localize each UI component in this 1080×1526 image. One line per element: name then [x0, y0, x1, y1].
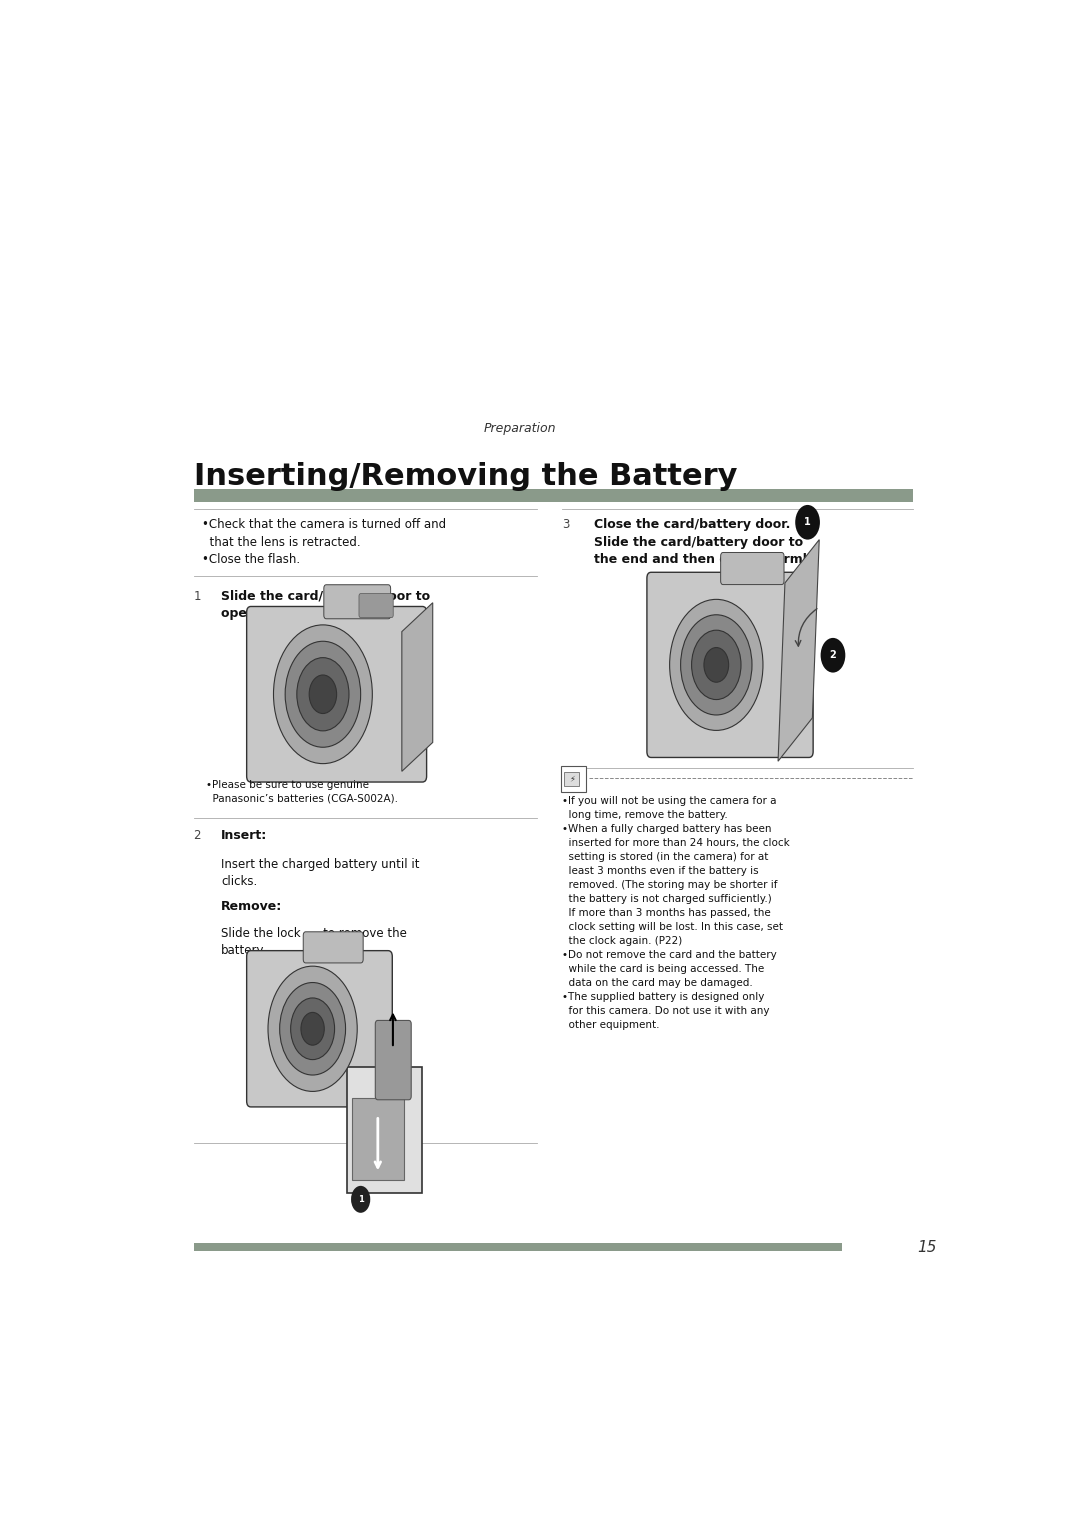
Text: ⚡: ⚡ — [569, 774, 575, 783]
Text: Preparation: Preparation — [484, 421, 556, 435]
FancyBboxPatch shape — [561, 766, 586, 792]
Circle shape — [301, 1012, 324, 1045]
Text: •Please be sure to use genuine
  Panasonic’s batteries (CGA-S002A).: •Please be sure to use genuine Panasonic… — [206, 780, 399, 803]
FancyBboxPatch shape — [720, 552, 784, 584]
Text: Remove:: Remove: — [221, 900, 283, 913]
Text: 3: 3 — [562, 517, 569, 531]
Circle shape — [280, 983, 346, 1074]
Circle shape — [285, 641, 361, 748]
Circle shape — [704, 647, 729, 682]
Text: •Check that the camera is turned off and
  that the lens is retracted.
•Close th: •Check that the camera is turned off and… — [202, 517, 446, 566]
FancyBboxPatch shape — [193, 1244, 842, 1251]
FancyBboxPatch shape — [324, 584, 391, 618]
Text: •If you will not be using the camera for a
  long time, remove the battery.
•Whe: •If you will not be using the camera for… — [562, 797, 789, 1030]
Polygon shape — [402, 603, 433, 771]
Text: 2: 2 — [193, 829, 201, 842]
Text: Slide the lock      to remove the
battery.: Slide the lock to remove the battery. — [221, 926, 407, 957]
Text: Insert:: Insert: — [221, 829, 268, 842]
Text: 1: 1 — [805, 517, 811, 528]
Text: 2: 2 — [829, 650, 836, 661]
Text: Slide the card/battery door to
open it.: Slide the card/battery door to open it. — [221, 589, 430, 620]
Text: Close the card/battery door.
Slide the card/battery door to
the end and then clo: Close the card/battery door. Slide the c… — [594, 517, 819, 566]
FancyBboxPatch shape — [376, 1021, 411, 1100]
Circle shape — [291, 998, 335, 1059]
FancyBboxPatch shape — [352, 1099, 404, 1180]
FancyBboxPatch shape — [565, 772, 580, 786]
FancyBboxPatch shape — [347, 1067, 422, 1193]
Text: Inserting/Removing the Battery: Inserting/Removing the Battery — [193, 461, 737, 490]
Text: Insert the charged battery until it
clicks.: Insert the charged battery until it clic… — [221, 858, 420, 888]
Text: 1: 1 — [357, 1195, 364, 1204]
FancyBboxPatch shape — [246, 951, 392, 1106]
Circle shape — [309, 674, 337, 714]
Text: 1: 1 — [193, 589, 201, 603]
Circle shape — [273, 624, 373, 763]
Text: 15: 15 — [918, 1239, 937, 1254]
FancyBboxPatch shape — [193, 488, 914, 502]
Circle shape — [670, 600, 762, 731]
Circle shape — [268, 966, 357, 1091]
Circle shape — [351, 1186, 370, 1213]
FancyBboxPatch shape — [359, 594, 393, 618]
Circle shape — [795, 505, 820, 540]
FancyBboxPatch shape — [246, 606, 427, 781]
Circle shape — [680, 615, 752, 716]
Circle shape — [691, 630, 741, 699]
FancyBboxPatch shape — [303, 932, 363, 963]
Polygon shape — [778, 540, 820, 761]
FancyBboxPatch shape — [647, 572, 813, 757]
Circle shape — [821, 638, 846, 673]
Circle shape — [297, 658, 349, 731]
